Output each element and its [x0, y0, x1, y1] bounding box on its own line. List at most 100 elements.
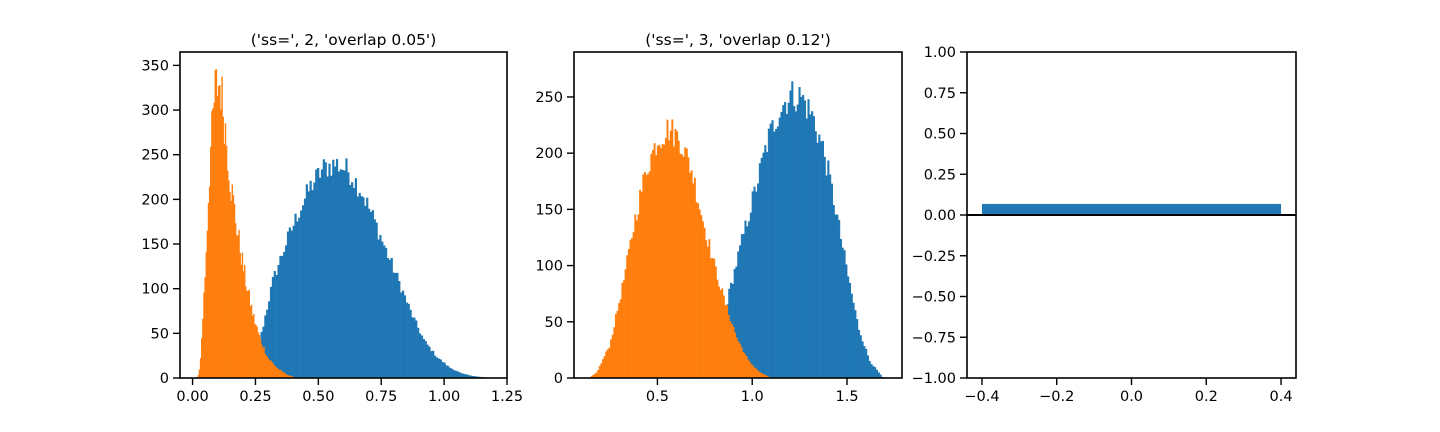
histogram-bar	[640, 192, 643, 378]
histogram-bar	[229, 192, 231, 378]
x-tick-label: 1.25	[491, 389, 523, 405]
histogram-bar	[834, 214, 837, 378]
histogram-bar	[727, 315, 730, 378]
histogram-bar	[703, 227, 706, 378]
x-tick-label: 0.75	[365, 389, 397, 405]
histogram-bar	[626, 255, 629, 378]
histogram-bar	[460, 373, 463, 378]
bar	[981, 203, 1282, 215]
histogram-bar	[405, 302, 408, 378]
histogram-bar	[415, 320, 418, 378]
series-0	[237, 158, 490, 378]
histogram-bar	[845, 264, 848, 378]
histogram-bar	[803, 100, 806, 378]
histogram-bar	[798, 87, 801, 379]
histogram-bar	[746, 226, 749, 378]
histogram-bar	[287, 375, 289, 378]
histogram-bar	[735, 337, 738, 378]
histogram-bar	[870, 364, 873, 378]
y-tick-label: 0	[160, 371, 169, 387]
histogram-bar	[740, 347, 743, 378]
histogram-bar	[666, 119, 669, 378]
histogram-bar	[313, 182, 316, 378]
histogram-bar	[729, 321, 732, 378]
histogram-bar	[771, 120, 774, 378]
histogram-bar	[352, 187, 356, 378]
histogram-bar	[390, 257, 393, 378]
histogram-bar	[311, 190, 314, 378]
x-tick-label: 1.5	[835, 389, 858, 405]
histogram-bar	[233, 203, 236, 378]
histogram-bar	[283, 251, 286, 378]
y-tick-label: 0.00	[924, 208, 956, 224]
histogram-bar	[682, 156, 685, 378]
x-tick-label: 0.2	[1195, 389, 1218, 405]
histogram-bar	[426, 344, 429, 378]
histogram-bar	[400, 292, 403, 378]
histogram-bar	[454, 370, 457, 378]
histogram-bar	[841, 247, 844, 378]
histogram-bar	[825, 175, 828, 378]
histogram-bar	[718, 286, 721, 378]
histogram-bar	[451, 368, 454, 378]
histogram-bar	[629, 240, 632, 378]
histogram-bar	[396, 272, 399, 378]
histogram-bar	[343, 170, 346, 378]
histogram-bar	[437, 358, 441, 378]
histogram-bar	[220, 109, 222, 378]
histogram-bar	[253, 313, 255, 378]
histogram-bar	[748, 361, 751, 378]
histogram-bar	[309, 180, 312, 378]
chart-title: ('ss=', 3, 'overlap 0.12')	[645, 31, 831, 49]
histogram-bar	[272, 363, 274, 378]
histogram-bar	[733, 268, 736, 378]
histogram-bar	[273, 271, 276, 378]
histogram-bar	[360, 196, 363, 378]
histogram-bar	[850, 293, 853, 378]
histogram-bar	[383, 245, 386, 378]
histogram-bar	[647, 173, 650, 378]
histogram-bar	[818, 134, 821, 378]
histogram-bar	[275, 367, 278, 378]
histogram-bar	[315, 169, 318, 378]
histogram-bar	[724, 305, 727, 378]
histogram-bar	[301, 205, 305, 378]
histogram-bar	[354, 178, 358, 378]
histogram-bar	[230, 200, 232, 378]
histogram-bar	[610, 339, 613, 378]
histogram-bar	[269, 286, 273, 378]
histogram-bar	[763, 374, 766, 378]
histogram-bar	[443, 362, 446, 378]
axes-frame	[179, 51, 508, 379]
histogram-bar	[859, 335, 862, 378]
histogram-bar	[202, 318, 204, 378]
histogram-bar	[597, 370, 600, 378]
histogram-bar	[874, 367, 877, 378]
histogram-bar	[784, 102, 787, 378]
x-tick-label: 1.00	[428, 389, 460, 405]
histogram-bar	[435, 357, 439, 378]
histogram-bar	[608, 347, 611, 378]
histogram-bar	[250, 304, 253, 378]
histogram-bar	[468, 375, 471, 378]
histogram-bar	[317, 167, 320, 378]
histogram-bar	[753, 367, 756, 378]
y-tick-label: −1.00	[912, 371, 956, 387]
histogram-bar	[805, 118, 808, 378]
histogram-bar	[330, 175, 333, 378]
histogram-bar	[879, 374, 882, 378]
histogram-bar	[228, 180, 230, 378]
histogram-bar	[276, 368, 279, 378]
histogram-bar	[685, 148, 688, 378]
y-tick-label: 0.75	[924, 86, 956, 102]
histogram-bar	[471, 375, 474, 378]
histogram-bar	[668, 140, 671, 378]
histogram-bar	[238, 229, 240, 378]
histogram-bar	[227, 170, 229, 378]
histogram-bar	[268, 360, 271, 378]
histogram-bar	[417, 327, 420, 378]
histogram-bar	[719, 290, 722, 378]
histogram-bar	[634, 214, 637, 378]
histogram-bar	[811, 111, 814, 379]
histogram-bar	[232, 195, 235, 378]
